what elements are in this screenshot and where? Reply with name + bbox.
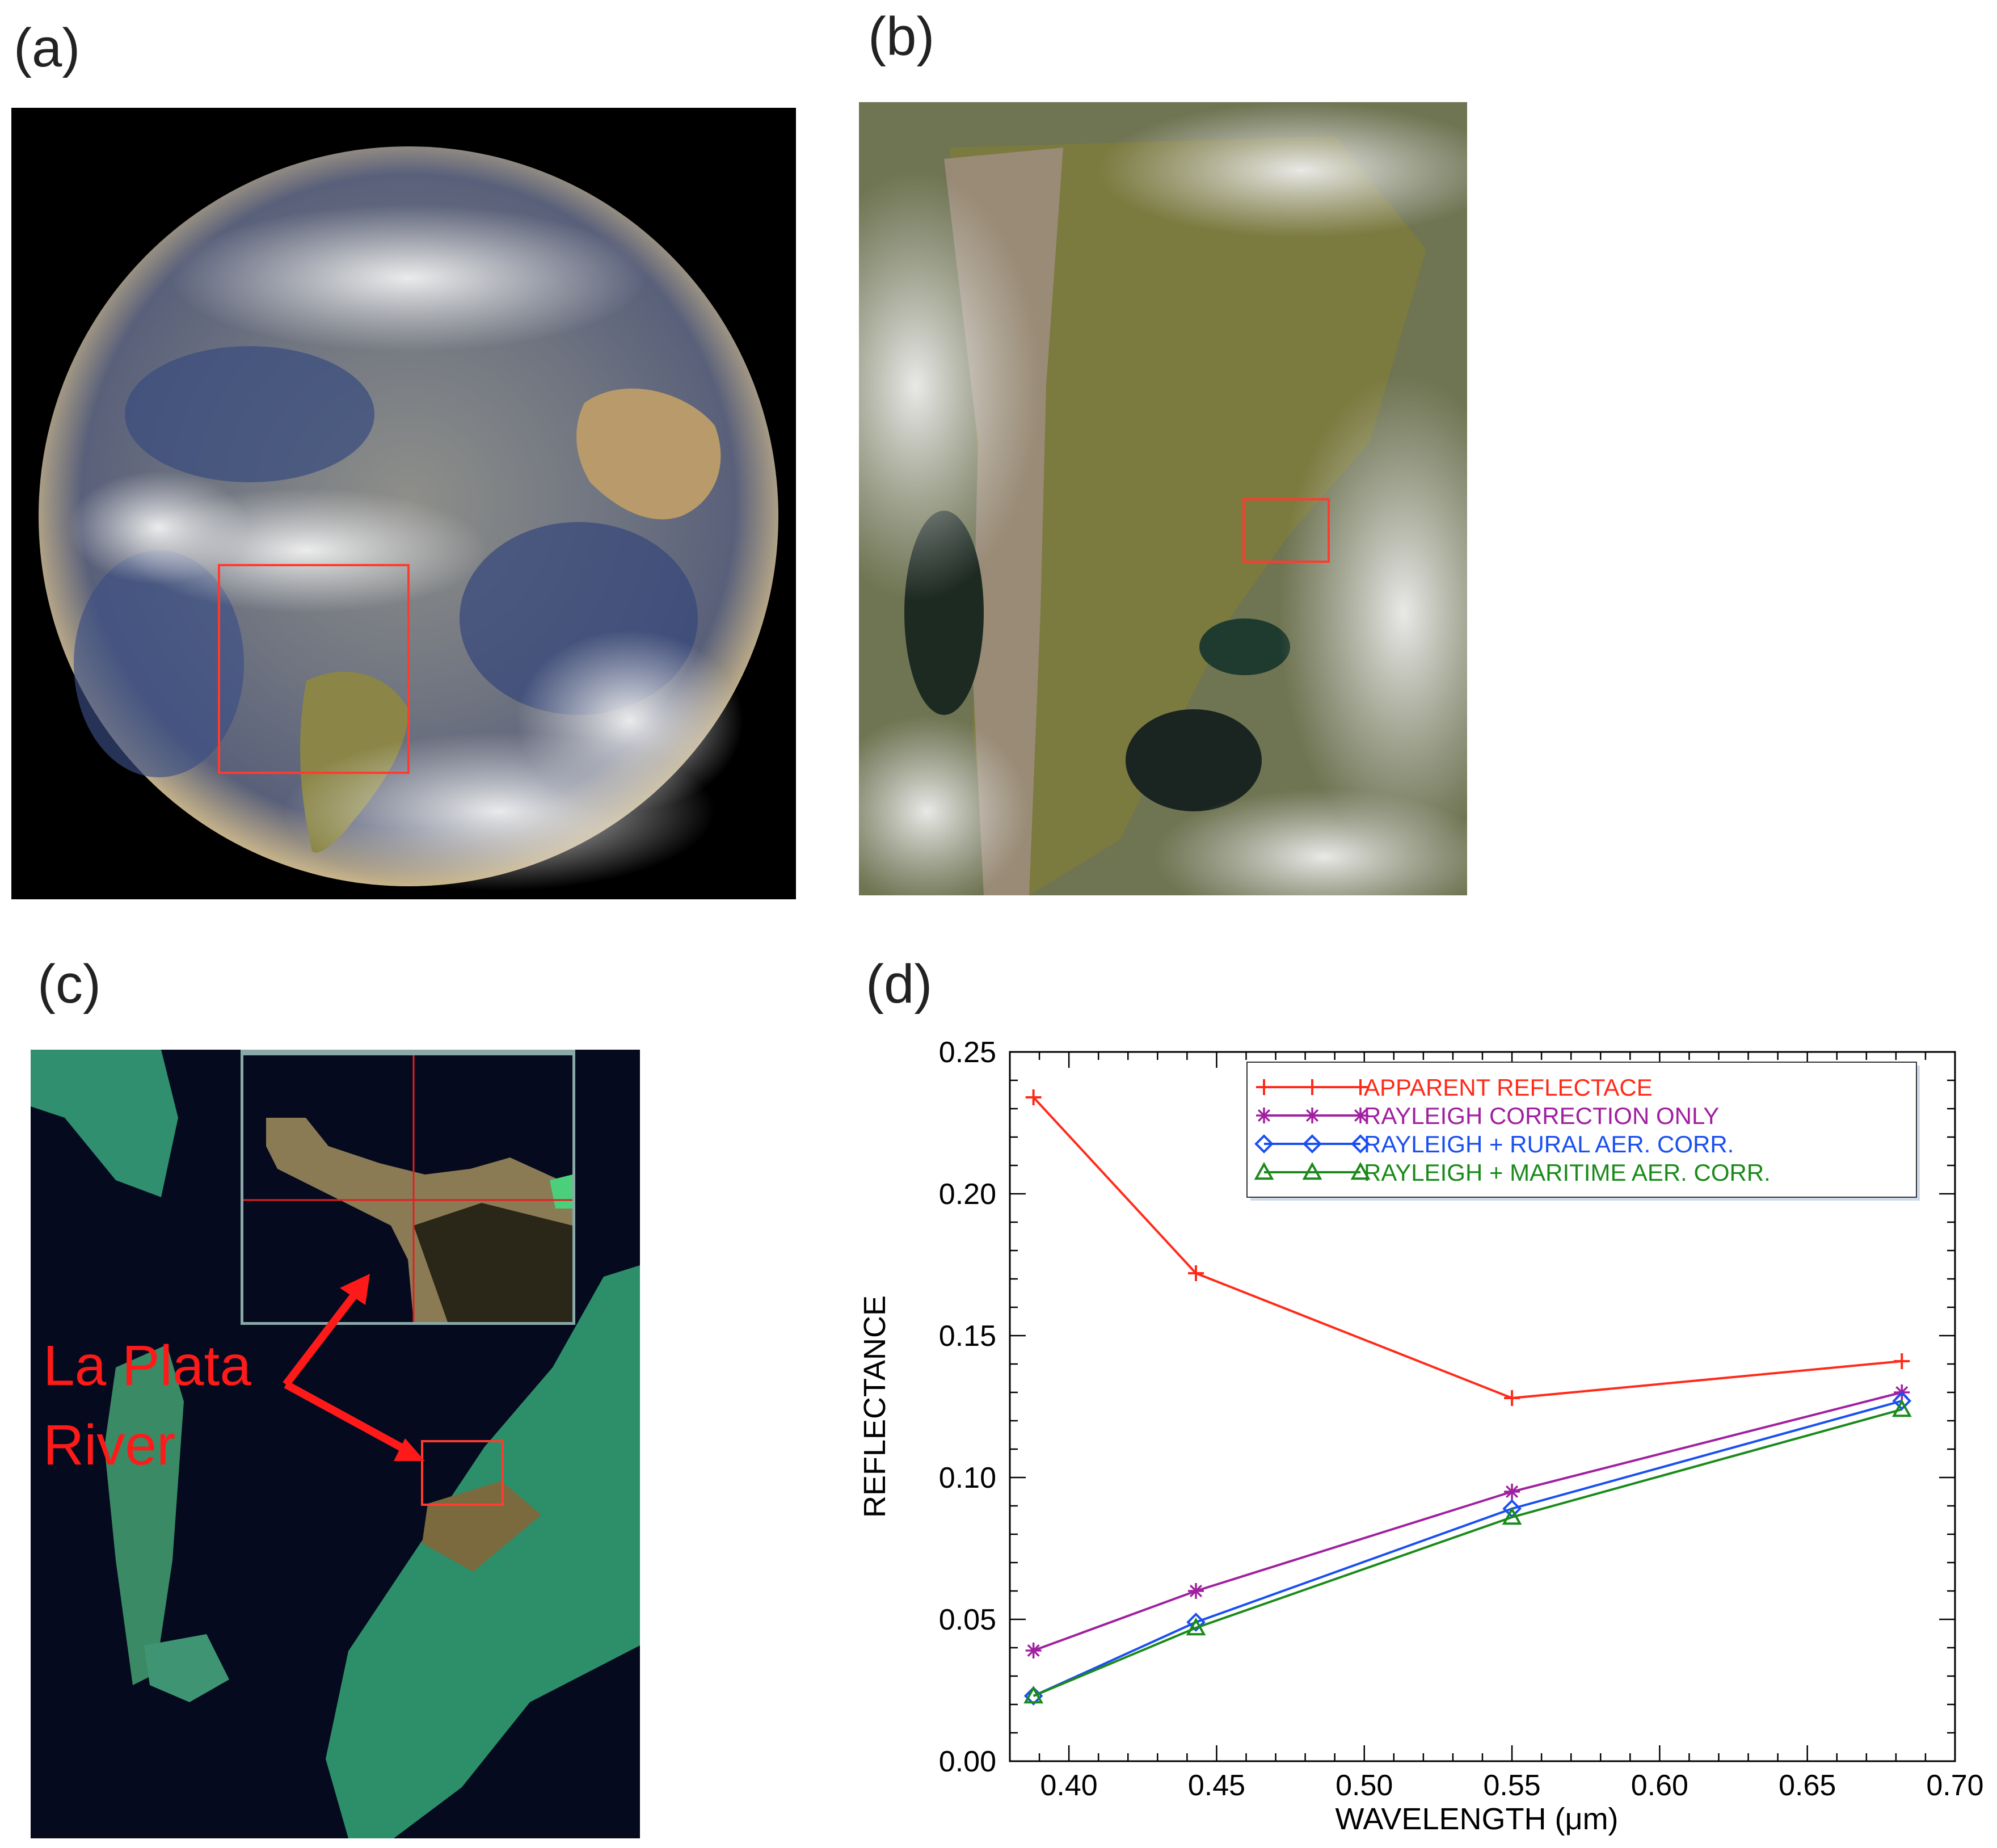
legend-label: APPARENT REFLECTACE <box>1364 1074 1653 1101</box>
full-disk-earth-image <box>11 108 796 899</box>
inset-graphic <box>243 1055 572 1322</box>
series-3 <box>1023 1399 1912 1704</box>
earth-disk-graphic <box>39 146 778 891</box>
legend-marker <box>1304 1108 1320 1123</box>
data-point <box>1187 1265 1204 1281</box>
legend-entry: RAYLEIGH + RURAL AER. CORR. <box>1254 1131 1734 1157</box>
series-2 <box>1023 1391 1912 1706</box>
y-axis-label: REFLECTANCE <box>858 1295 892 1518</box>
south-america-zoom-image <box>859 102 1467 895</box>
data-point <box>1186 1617 1206 1636</box>
arrow-to-river <box>284 1380 413 1456</box>
x-tick-label: 0.45 <box>1188 1769 1245 1802</box>
arrow-head-river <box>394 1438 425 1461</box>
x-tick-label: 0.70 <box>1926 1769 1983 1802</box>
series-line <box>1033 1408 1902 1697</box>
y-tick-label: 0.25 <box>939 1036 996 1069</box>
legend-marker <box>1303 1134 1322 1154</box>
series-0 <box>1025 1089 1910 1406</box>
x-tick-label: 0.40 <box>1040 1769 1098 1802</box>
legend-marker <box>1304 1079 1320 1095</box>
panel-a-label: (a) <box>14 18 81 78</box>
legend-entry: RAYLEIGH + MARITIME AER. CORR. <box>1254 1159 1771 1186</box>
arrow-to-inset <box>283 1285 363 1387</box>
x-axis-label: WAVELENGTH (μm) <box>1335 1802 1618 1836</box>
legend-marker <box>1254 1134 1274 1154</box>
series-line <box>1033 1096 1902 1400</box>
panel-b-label: (b) <box>868 6 935 67</box>
x-tick-label: 0.60 <box>1631 1769 1688 1802</box>
data-point <box>1025 1089 1042 1105</box>
south-america-graphic <box>859 102 1467 895</box>
la-plata-annotation-line2: River <box>43 1413 176 1477</box>
panel-c-label: (c) <box>37 954 101 1014</box>
y-tick-label: 0.20 <box>939 1178 996 1211</box>
legend-entry: APPARENT REFLECTACE <box>1256 1074 1653 1101</box>
y-tick-label: 0.05 <box>939 1603 996 1636</box>
data-point <box>1023 1685 1044 1704</box>
la-plata-river-map: La Plata River <box>31 1050 640 1838</box>
legend-entry: RAYLEIGH CORRECTION ONLY <box>1256 1102 1719 1129</box>
data-point <box>1186 1613 1206 1632</box>
legend-marker <box>1351 1134 1370 1154</box>
legend-label: RAYLEIGH + MARITIME AER. CORR. <box>1364 1159 1771 1186</box>
zoom-inset <box>241 1050 575 1325</box>
x-tick-label: 0.55 <box>1483 1769 1540 1802</box>
legend-marker <box>1256 1079 1272 1095</box>
arrow-head-inset <box>340 1274 370 1305</box>
data-point <box>1504 1484 1520 1500</box>
series-line <box>1033 1400 1902 1697</box>
legend-marker <box>1302 1161 1322 1180</box>
legend-box <box>1246 1062 1917 1198</box>
data-point <box>1894 1353 1910 1369</box>
data-point <box>1187 1583 1204 1599</box>
reflectance-chart: 0.40 0.45 0.50 0.55 0.60 0.65 0.70 0.00 0.05 0.10… <box>858 1036 1984 1836</box>
x-tick-label: 0.65 <box>1779 1769 1836 1802</box>
region-highlight-box <box>218 564 410 774</box>
data-point <box>1891 1399 1912 1417</box>
la-plata-annotation-line1: La Plata <box>43 1334 251 1397</box>
annotation-overlay <box>283 1274 504 1506</box>
legend-marker <box>1353 1079 1368 1095</box>
data-point <box>1504 1390 1520 1406</box>
legend-marker <box>1353 1108 1368 1123</box>
data-point <box>1025 1643 1042 1658</box>
y-tick-label: 0.15 <box>939 1320 996 1353</box>
river-highlight-box <box>421 1440 504 1506</box>
legend-marker <box>1254 1161 1274 1180</box>
legend-label: RAYLEIGH + RURAL AER. CORR. <box>1364 1131 1734 1157</box>
y-tick-label: 0.00 <box>939 1745 996 1778</box>
legend-marker <box>1350 1161 1371 1180</box>
legend-label: RAYLEIGH CORRECTION ONLY <box>1364 1102 1719 1129</box>
panel-d-label: (d) <box>866 954 933 1014</box>
series-1 <box>1025 1384 1910 1658</box>
data-point <box>1502 1506 1522 1525</box>
legend-marker <box>1256 1108 1272 1123</box>
x-tick-label: 0.50 <box>1335 1769 1393 1802</box>
series-line <box>1033 1391 1902 1652</box>
la-plata-highlight-box <box>1242 498 1330 563</box>
y-tick-label: 0.10 <box>939 1462 996 1495</box>
data-point <box>1892 1391 1912 1411</box>
